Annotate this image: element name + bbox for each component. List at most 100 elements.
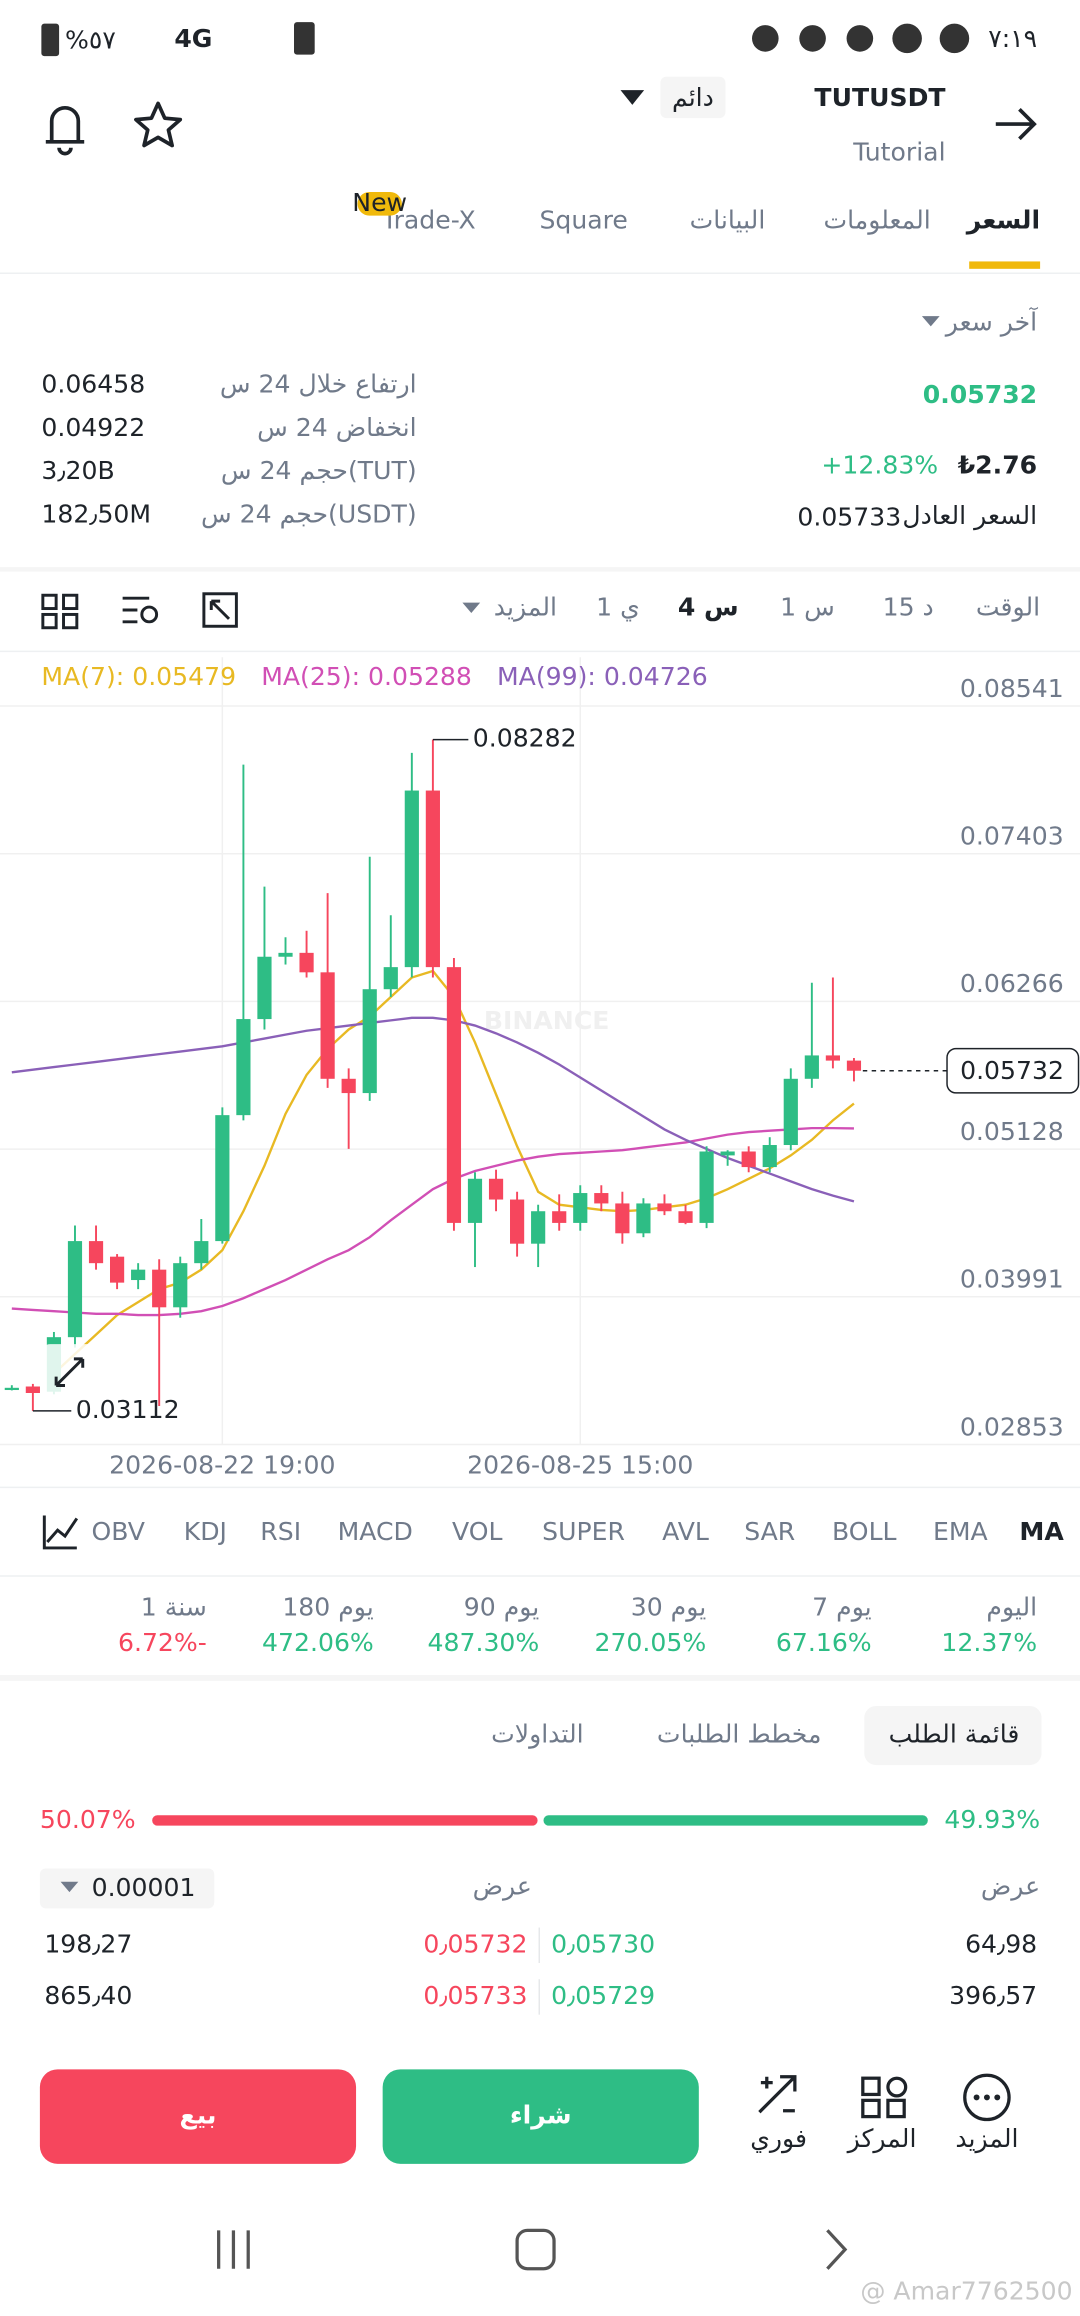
indicator-icon[interactable] xyxy=(42,1515,79,1550)
column-header: عرض xyxy=(981,1872,1040,1902)
buy-label[interactable]: شراء xyxy=(510,2101,572,2131)
order-rows: 198٫27 0٫05732 0٫05730 64٫98 865٫40 0٫05733 0٫… xyxy=(44,1927,1037,2015)
candle-body xyxy=(783,1078,798,1146)
candle-body xyxy=(299,952,314,973)
indicator[interactable]: MACD xyxy=(338,1517,413,1546)
stat-value: 0.06458 xyxy=(41,370,145,399)
indicator[interactable]: RSI xyxy=(260,1517,301,1546)
perf-label: 90 يوم xyxy=(464,1592,539,1622)
candle-body xyxy=(215,1115,230,1242)
nav-bar[interactable] xyxy=(217,2228,848,2271)
candle-body xyxy=(257,956,272,1020)
tab[interactable]: Square xyxy=(539,206,627,235)
divider xyxy=(0,1674,1080,1681)
indicator[interactable]: SUPER xyxy=(542,1517,625,1546)
perf-value: 270.05% xyxy=(594,1628,706,1657)
clock: ٧:١٩ xyxy=(988,24,1037,53)
dropdown-icon[interactable] xyxy=(620,90,645,105)
stat-value: 0.04922 xyxy=(41,413,145,442)
shortcut[interactable]: المركز xyxy=(846,2124,917,2154)
header-icons[interactable] xyxy=(45,101,1037,156)
price-box-label: 0.05732 xyxy=(960,1056,1064,1085)
tab[interactable]: البيانات xyxy=(690,206,766,235)
dropdown-icon xyxy=(60,1881,79,1893)
battery: %٥٧ xyxy=(65,25,116,54)
ob-tab[interactable]: مخطط الطلبات xyxy=(657,1720,822,1749)
candle-body xyxy=(404,790,419,968)
shortcut[interactable]: المزيد xyxy=(955,2124,1018,2154)
indicator[interactable]: OBV xyxy=(91,1517,144,1546)
ob-tab[interactable]: التداولات xyxy=(491,1720,583,1750)
dropdown-icon[interactable] xyxy=(462,602,481,613)
candle-body xyxy=(109,1256,125,1283)
tab[interactable]: المعلومات xyxy=(823,206,930,236)
indicator[interactable]: BOLL xyxy=(832,1517,897,1546)
depth-buy xyxy=(543,1815,928,1826)
precision[interactable]: 0.00001 xyxy=(92,1873,196,1902)
indicator[interactable]: EMA xyxy=(933,1517,988,1546)
sell-button[interactable] xyxy=(39,2069,357,2164)
stat-value: 3٫20B xyxy=(41,456,114,485)
interval[interactable]: 15 د xyxy=(883,593,934,622)
chart-tools[interactable] xyxy=(41,592,238,630)
indicator[interactable]: MA xyxy=(1019,1517,1064,1546)
price-box xyxy=(946,1047,1080,1094)
watermark: @ Amar7762500 xyxy=(860,2276,1072,2305)
stat-label: ارتفاع خلال 24 س xyxy=(220,370,417,399)
chart-watermark: BINANCE xyxy=(484,1006,610,1035)
indicator[interactable]: AVL xyxy=(662,1517,709,1546)
precision-bg[interactable] xyxy=(39,1868,215,1909)
perf-value: 6.72%- xyxy=(118,1628,207,1657)
indicator[interactable]: SAR xyxy=(744,1517,795,1546)
candle-body xyxy=(657,1203,672,1212)
chart: BINANCE 0.02853 0.03991 0.05128 0.06266 0.074… xyxy=(0,657,1080,1480)
stat-label: حجم 24 س(USDT) xyxy=(201,499,417,529)
depth-sell-label: 50.07% xyxy=(40,1805,136,1834)
x-tick-label: 2026-08-22 19:00 xyxy=(109,1451,335,1480)
status-icons xyxy=(294,22,970,55)
perf-label: 7 يوم xyxy=(812,1592,871,1622)
sell-label[interactable]: بيع xyxy=(180,2101,217,2131)
ma-line xyxy=(11,1016,855,1203)
shortcut-icons[interactable] xyxy=(758,2073,1011,2122)
new-badge-bg xyxy=(357,192,402,216)
perf-label: اليوم xyxy=(986,1592,1037,1622)
interval[interactable]: 1 س xyxy=(780,593,835,622)
x-tick-label: 2026-08-25 15:00 xyxy=(467,1451,693,1480)
y-tick-label: 0.07403 xyxy=(960,822,1064,851)
bid-qty: 396٫57 xyxy=(949,1981,1037,2010)
local-price: ₺2.76 xyxy=(958,451,1037,480)
symbol[interactable]: TUTUSDT xyxy=(814,83,945,112)
perf-value: 12.37% xyxy=(941,1628,1037,1657)
ob-tab[interactable]: قائمة الطلب xyxy=(889,1720,1020,1749)
stats: ارتفاع خلال 24 س 0.06458 انخفاض 24 س 0.0492… xyxy=(41,370,416,530)
bid-price: 0٫05730 xyxy=(551,1929,655,1958)
ask-qty: 865٫40 xyxy=(44,1981,132,2010)
depth-buy-label: 49.93% xyxy=(944,1805,1040,1834)
ma-line xyxy=(11,1126,854,1317)
candle-body xyxy=(636,1203,651,1234)
indicator[interactable]: VOL xyxy=(452,1517,503,1546)
candle-body xyxy=(194,1241,209,1264)
shortcut[interactable]: فوري xyxy=(750,2124,807,2154)
indicator[interactable]: KDJ xyxy=(184,1517,227,1546)
candle-body xyxy=(678,1211,693,1223)
interval[interactable]: 4 س xyxy=(678,593,739,622)
indicators: MA EMA BOLL SAR AVL SUPER VOL MACD RSI KDJ OBV xyxy=(91,1517,1064,1546)
interval-more[interactable]: المزيد xyxy=(494,593,557,623)
interval[interactable]: 1 ي xyxy=(596,593,640,622)
badge-bg xyxy=(660,76,726,119)
ask-price: 0٫05733 xyxy=(423,1981,527,2010)
candle-body xyxy=(846,1060,862,1071)
buy-button[interactable] xyxy=(382,2069,699,2164)
tab[interactable]: السعر xyxy=(965,206,1040,236)
dropdown-icon[interactable] xyxy=(921,316,940,327)
price-change: +12.83% xyxy=(821,451,938,480)
stat-label: انخفاض 24 س xyxy=(257,413,416,442)
y-tick-label: 0.03991 xyxy=(960,1265,1064,1294)
y-tick-label: 0.05128 xyxy=(960,1117,1064,1146)
depth: 50.07% 49.93% xyxy=(40,1805,1040,1834)
expand-icon xyxy=(54,1357,85,1387)
